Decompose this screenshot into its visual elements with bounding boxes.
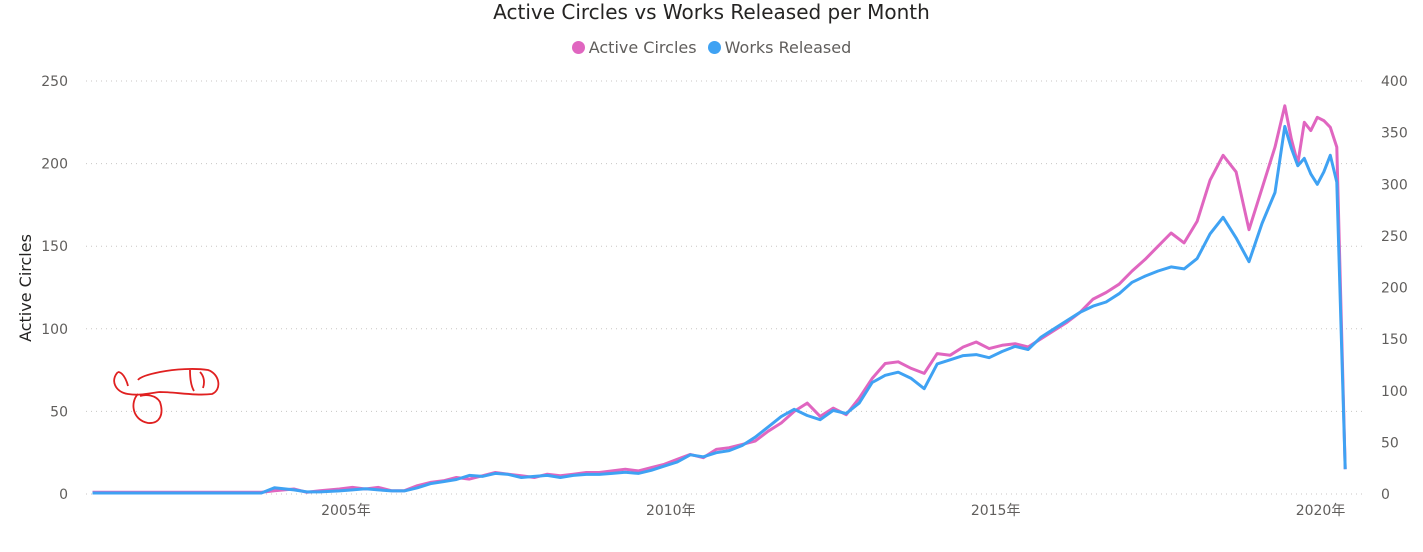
y2-tick-label: 0 <box>1381 487 1390 503</box>
x-axis-ticks: 2005年 2010年 2015年 2020年 <box>321 503 1345 519</box>
series-lines <box>92 104 1347 495</box>
y2-tick-label: 200 <box>1381 281 1408 297</box>
x-tick-label: 2010年 <box>646 503 696 519</box>
y-tick-label: 200 <box>41 157 68 173</box>
legend-marker-works-released <box>707 41 721 54</box>
y-tick-label: 50 <box>50 404 68 420</box>
right-axis-ticks: 0 50 100 150 200 250 300 350 400 <box>1381 74 1408 503</box>
y2-tick-label: 350 <box>1381 126 1408 142</box>
x-tick-label: 2020年 <box>1296 503 1346 519</box>
y-tick-label: 250 <box>41 74 68 90</box>
legend: Active Circles Works Released <box>0 38 1423 58</box>
legend-label-works-released: Works Released <box>724 38 852 57</box>
y2-tick-label: 100 <box>1381 384 1408 400</box>
left-axis-ticks: 0 50 100 150 200 250 <box>41 74 68 503</box>
series-line-works-released[interactable] <box>92 124 1347 495</box>
x-tick-label: 2005年 <box>321 503 371 519</box>
hand-drawn-scribble <box>113 368 220 424</box>
chart-title: Active Circles vs Works Released per Mon… <box>493 0 930 24</box>
legend-marker-active-circles <box>571 41 585 54</box>
y-tick-label: 150 <box>41 239 68 255</box>
legend-label-active-circles: Active Circles <box>588 38 697 57</box>
y2-tick-label: 300 <box>1381 177 1408 193</box>
y2-tick-label: 50 <box>1381 435 1399 451</box>
y-tick-label: 100 <box>41 322 68 338</box>
y-tick-label: 0 <box>59 487 68 503</box>
y2-tick-label: 150 <box>1381 332 1408 348</box>
legend-item-works-released[interactable]: Works Released <box>707 38 852 57</box>
x-tick-label: 2015年 <box>971 503 1021 519</box>
y2-tick-label: 250 <box>1381 229 1408 245</box>
y2-tick-label: 400 <box>1381 74 1408 90</box>
y-axis-title: Active Circles <box>16 234 35 342</box>
gridlines <box>86 80 1366 495</box>
series-line-active-circles[interactable] <box>92 104 1347 494</box>
legend-item-active-circles[interactable]: Active Circles <box>571 38 697 57</box>
